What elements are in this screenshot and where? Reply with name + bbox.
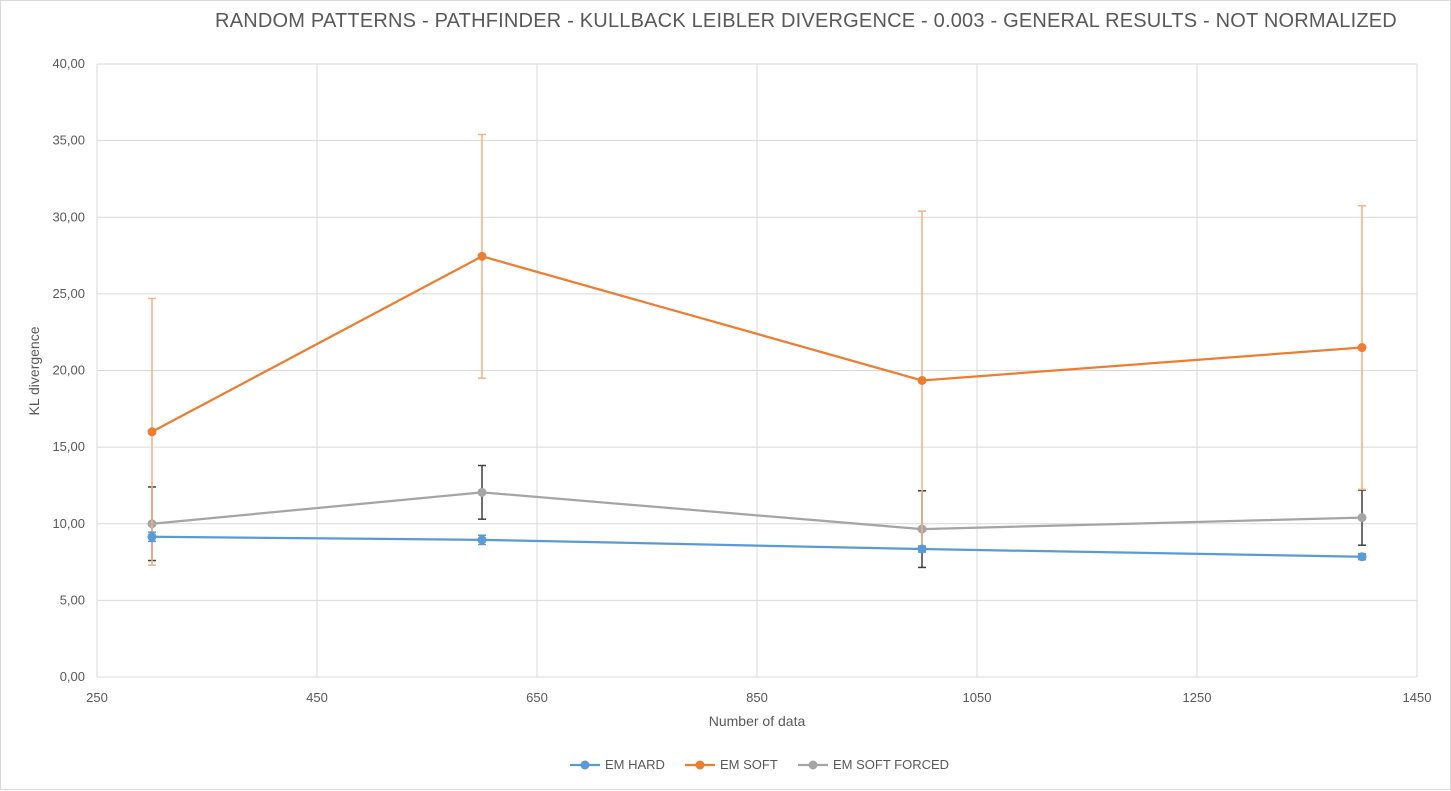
y-tick-label: 0,00: [60, 669, 85, 684]
series-em-hard: [147, 531, 1367, 562]
series-line: [151, 255, 1363, 433]
data-point: [1357, 513, 1367, 523]
data-point: [1357, 343, 1367, 353]
y-axis-label: KL divergence: [26, 326, 42, 415]
x-tick-label: 450: [306, 690, 328, 705]
legend-label: EM SOFT FORCED: [833, 757, 949, 772]
data-point: [917, 544, 927, 554]
legend-item[interactable]: EM SOFT: [685, 757, 778, 772]
grid-lines: [96, 63, 1418, 678]
legend-marker: [580, 760, 590, 770]
legend-marker: [695, 760, 705, 770]
y-tick-label: 40,00: [52, 56, 85, 71]
legend: EM HARD EM SOFT EM SOFT FORCED: [570, 757, 949, 772]
x-tick-label: 650: [526, 690, 548, 705]
legend-marker: [808, 760, 818, 770]
y-axis-ticks: 0,00 5,00 10,00 15,00 20,00 25,00 30,00 35,00 40…: [52, 56, 85, 684]
data-point: [147, 532, 157, 542]
y-tick-label: 10,00: [52, 516, 85, 531]
x-tick-label: 1250: [1183, 690, 1212, 705]
data-point: [1357, 552, 1367, 562]
legend-label: EM HARD: [605, 757, 665, 772]
y-tick-label: 25,00: [52, 286, 85, 301]
x-tick-label: 850: [746, 690, 768, 705]
legend-item[interactable]: EM SOFT FORCED: [798, 757, 949, 772]
series-em-soft: [147, 133, 1367, 566]
chart-title: RANDOM PATTERNS - PATHFINDER - KULLBACK …: [215, 10, 1397, 32]
data-point: [147, 427, 157, 437]
x-axis-ticks: 250 450 650 850 1050 1250 1450: [86, 690, 1431, 705]
legend-item[interactable]: EM HARD: [570, 757, 665, 772]
series-line: [151, 491, 1363, 531]
data-point: [477, 251, 487, 261]
y-tick-label: 5,00: [60, 592, 85, 607]
data-point: [477, 487, 487, 497]
y-tick-label: 35,00: [52, 133, 85, 148]
x-tick-label: 1450: [1403, 690, 1432, 705]
series-line: [151, 535, 1363, 558]
data-point: [917, 375, 927, 385]
data-point: [477, 535, 487, 545]
x-tick-label: 1050: [963, 690, 992, 705]
x-axis-label: Number of data: [709, 713, 806, 729]
y-tick-label: 20,00: [52, 363, 85, 378]
y-tick-label: 30,00: [52, 209, 85, 224]
series-group: [147, 133, 1367, 569]
y-tick-label: 15,00: [52, 439, 85, 454]
x-tick-label: 250: [86, 690, 108, 705]
legend-label: EM SOFT: [720, 757, 778, 772]
